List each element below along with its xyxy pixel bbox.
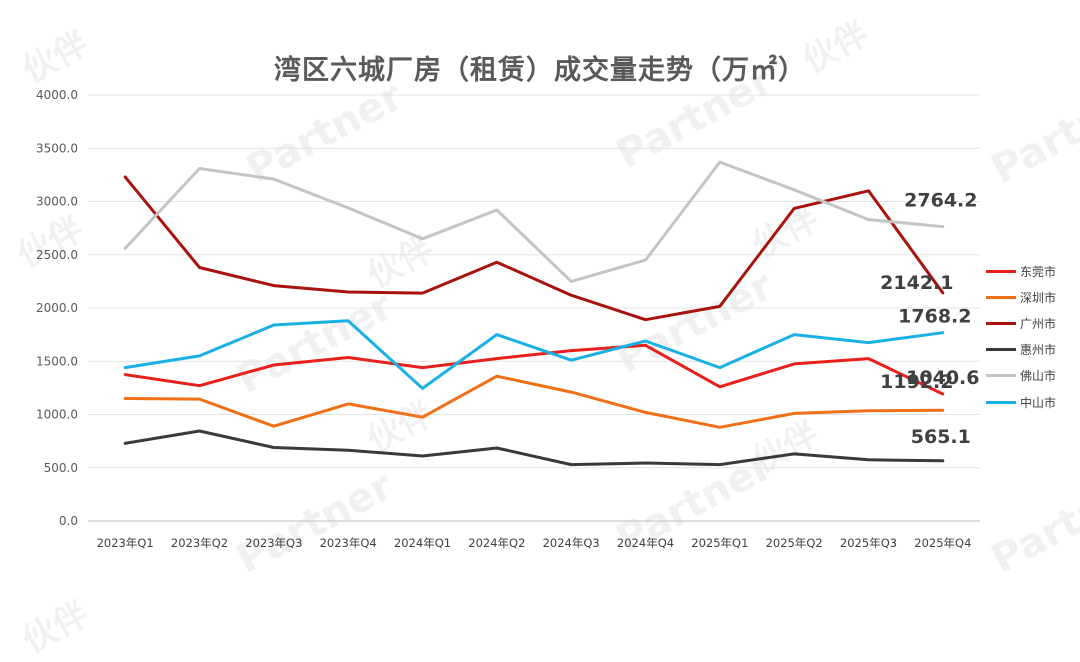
data-label: 1040.6 (906, 367, 979, 389)
data-label: 1768.2 (898, 306, 971, 328)
x-tick-label: 2024年Q1 (394, 536, 451, 550)
legend-label: 广州市 (1020, 316, 1057, 331)
x-tick-label: 2023年Q3 (245, 536, 302, 550)
legend-label: 深圳市 (1020, 290, 1057, 305)
x-tick-label: 2024年Q4 (617, 536, 674, 550)
x-tick-label: 2023年Q1 (97, 536, 154, 550)
legend-item: 佛山市 (986, 363, 1056, 389)
y-tick-label: 4000.0 (36, 88, 78, 102)
x-tick-label: 2023年Q4 (320, 536, 377, 550)
y-tick-label: 1500.0 (36, 354, 78, 368)
legend-swatch (986, 321, 1016, 325)
y-tick-label: 0.0 (59, 514, 78, 528)
series-line-中山市 (123, 319, 945, 390)
series-line-广州市 (123, 175, 945, 322)
legend-label: 东莞市 (1020, 264, 1057, 279)
y-tick-label: 2500.0 (36, 248, 78, 262)
legend-swatch (986, 374, 1016, 378)
legend-item: 深圳市 (986, 284, 1056, 310)
data-label: 565.1 (911, 426, 971, 448)
x-tick-label: 2025年Q4 (914, 536, 971, 550)
series-line-佛山市 (123, 160, 945, 283)
legend-swatch (986, 348, 1016, 352)
data-label: 1192.2 (880, 371, 953, 393)
legend-swatch (986, 295, 1016, 299)
chart-legend: 东莞市深圳市广州市惠州市佛山市中山市 (986, 258, 1056, 415)
series-line-惠州市 (123, 429, 945, 467)
legend-label: 佛山市 (1020, 369, 1057, 384)
y-tick-label: 2000.0 (36, 301, 78, 315)
legend-item: 中山市 (986, 389, 1056, 415)
legend-item: 惠州市 (986, 337, 1056, 363)
data-label: 2764.2 (904, 190, 977, 212)
x-tick-label: 2024年Q2 (468, 536, 525, 550)
series-line-东莞市 (123, 343, 945, 396)
y-tick-label: 3000.0 (36, 195, 78, 209)
x-tick-label: 2025年Q1 (691, 536, 748, 550)
legend-item: 东莞市 (986, 258, 1056, 284)
legend-swatch (986, 269, 1016, 273)
x-tick-label: 2023年Q2 (171, 536, 228, 550)
x-tick-label: 2024年Q3 (543, 536, 600, 550)
y-tick-label: 1000.0 (36, 408, 78, 422)
legend-item: 广州市 (986, 310, 1056, 336)
legend-label: 中山市 (1020, 395, 1057, 410)
x-tick-label: 2025年Q3 (840, 536, 897, 550)
legend-label: 惠州市 (1020, 343, 1057, 358)
line-chart: 0.0 500.0 1000.0 1500.0 2000.0 2500.0 3000.0 35… (36, 88, 980, 550)
y-tick-label: 3500.0 (36, 141, 78, 155)
series-line-深圳市 (123, 374, 945, 429)
legend-swatch (986, 400, 1016, 404)
y-tick-label: 500.0 (44, 461, 78, 475)
x-tick-label: 2025年Q2 (766, 536, 823, 550)
chart-title: 湾区六城厂房（租赁）成交量走势（万㎡） (274, 55, 806, 86)
data-label: 2142.1 (880, 272, 953, 294)
